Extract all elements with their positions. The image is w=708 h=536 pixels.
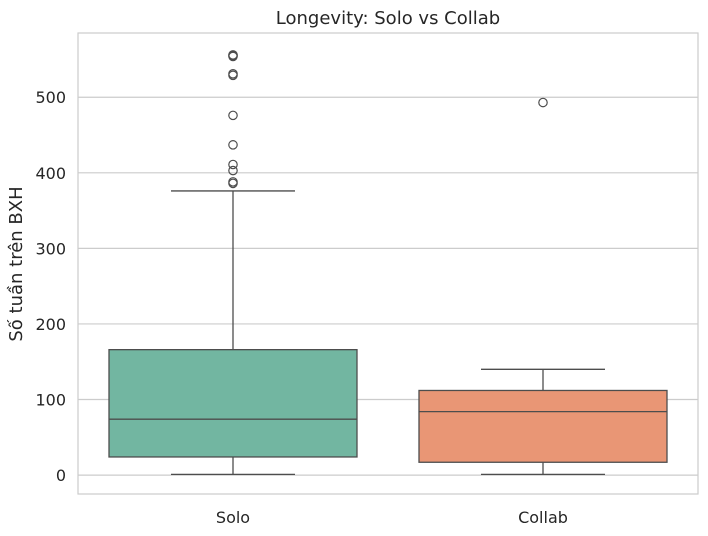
outlier-point [228, 69, 238, 79]
iqr-box [108, 349, 358, 458]
outlier-point [228, 177, 238, 187]
outlier-point [228, 50, 238, 60]
y-tick-labels: 0 100 200 300 400 500 [35, 88, 66, 485]
outlier-point [538, 97, 548, 108]
iqr-box [418, 389, 668, 463]
outlier-point [228, 165, 238, 176]
y-tick-label: 0 [56, 466, 66, 485]
x-tick-label: Solo [216, 508, 250, 527]
outlier-point [228, 140, 238, 150]
boxes [108, 50, 668, 476]
outlier-point [228, 159, 238, 170]
x-tick-label: Collab [518, 508, 568, 527]
y-tick-label: 200 [35, 315, 66, 334]
y-tick-label: 100 [35, 391, 66, 410]
box-solo [108, 50, 358, 476]
outlier-point [228, 110, 238, 121]
box-collab [418, 97, 668, 476]
y-axis-label: Số tuần trên BXH [6, 186, 27, 341]
y-tick-label: 400 [35, 164, 66, 183]
chart-title: Longevity: Solo vs Collab [276, 8, 500, 29]
y-tick-label: 500 [35, 88, 66, 107]
x-tick-labels: Solo Collab [216, 508, 568, 527]
y-tick-label: 300 [35, 239, 66, 258]
